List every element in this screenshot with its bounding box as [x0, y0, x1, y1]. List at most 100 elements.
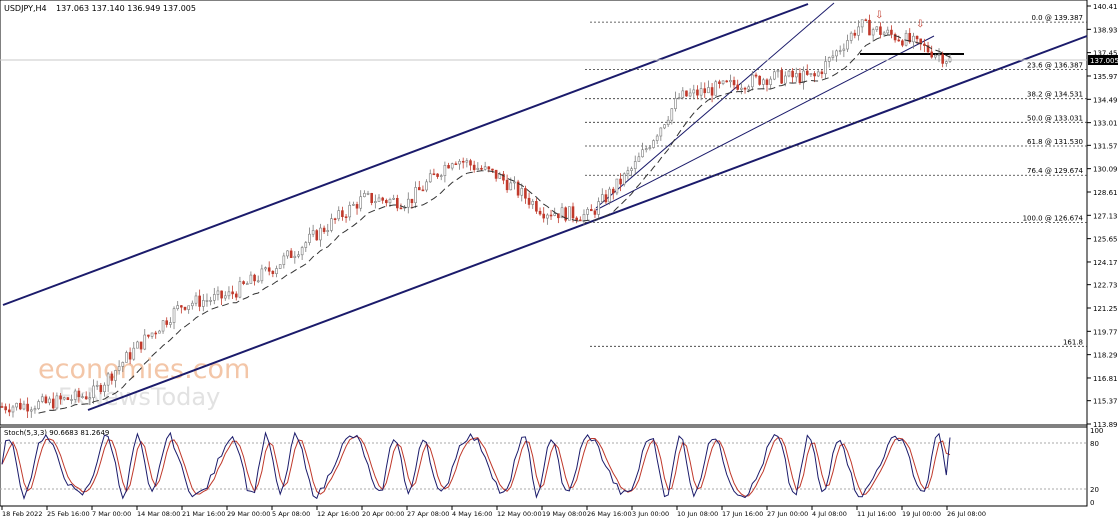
candle-body — [359, 196, 363, 209]
candle-body — [652, 140, 655, 148]
candle-body — [564, 207, 567, 221]
time-tick-label: 18 Feb 2022 — [2, 510, 42, 518]
candle-body — [901, 40, 904, 46]
candle-body — [904, 32, 908, 46]
candle-body — [348, 205, 352, 218]
candle-body — [428, 173, 432, 183]
candle-body — [458, 160, 461, 165]
candle-body — [718, 81, 721, 84]
candle-body — [747, 86, 750, 90]
candle-body — [15, 402, 18, 408]
candle-body — [410, 198, 414, 204]
candle-body — [4, 406, 7, 411]
time-tick-label: 19 May 08:00 — [542, 510, 587, 518]
candle-body — [934, 54, 937, 58]
candle-body — [849, 32, 853, 41]
time-axis: 18 Feb 2022 25 Feb 16:00 7 Mar 00:00 14 Mar… — [1, 506, 986, 518]
candle-body — [275, 268, 278, 274]
candle-body — [267, 267, 271, 272]
candle-body — [923, 43, 926, 46]
time-tick-label: 20 Apr 00:00 — [362, 510, 404, 518]
price-tick-label: 122.730 — [1093, 282, 1118, 290]
candle-body — [421, 189, 425, 192]
candle-body — [930, 51, 933, 58]
candle-body — [879, 26, 882, 35]
candle-body — [180, 305, 183, 308]
price-tick-label: 124.170 — [1093, 259, 1118, 267]
candle-body — [73, 390, 77, 400]
candle-body — [194, 295, 198, 304]
candle-body — [62, 397, 66, 400]
candle-body — [436, 173, 439, 177]
time-tick-label: 21 Mar 16:00 — [182, 510, 225, 518]
candle-body — [333, 218, 337, 221]
candle-body — [19, 402, 22, 410]
candle-body — [55, 395, 59, 409]
candle-body — [846, 40, 849, 50]
price-tick-label: 130.090 — [1093, 166, 1118, 174]
candle-body — [169, 322, 172, 325]
candle-body — [787, 70, 791, 77]
candle-body — [824, 61, 827, 75]
candle-body — [699, 88, 703, 96]
candle-body — [282, 255, 286, 265]
candle-body — [84, 396, 88, 400]
candle-body — [103, 384, 106, 393]
candle-body — [99, 384, 103, 393]
candle-body — [231, 291, 234, 295]
candle-body — [392, 197, 395, 200]
candle-body — [253, 274, 256, 282]
candle-body — [908, 32, 912, 43]
price-tick-label: 138.930 — [1093, 26, 1118, 34]
candle-body — [341, 210, 344, 218]
candle-body — [857, 26, 860, 36]
candle-body — [853, 32, 857, 36]
candle-body — [611, 188, 615, 194]
candle-body — [886, 29, 890, 34]
candle-body — [681, 90, 685, 98]
candle-body — [641, 149, 644, 158]
candle-body — [414, 187, 417, 204]
price-tick-label: 115.370 — [1093, 398, 1118, 406]
candle-body — [871, 29, 875, 36]
candle-body — [344, 216, 348, 219]
candle-body — [355, 204, 359, 209]
candle-body — [480, 167, 483, 170]
fib-label: 161.8 — [1063, 338, 1083, 346]
candle-body — [29, 409, 33, 412]
candle-body — [637, 156, 641, 162]
candle-body — [264, 267, 267, 270]
candle-body — [659, 127, 663, 137]
candle-body — [615, 178, 619, 194]
candle-body — [205, 300, 209, 302]
candle-body — [622, 173, 626, 185]
inner-channel-top — [595, 2, 835, 209]
candle-body — [374, 201, 377, 203]
candle-body — [88, 397, 92, 400]
candle-body — [568, 206, 571, 221]
candle-body — [256, 280, 260, 283]
symbol-label: USDJPY,H4 — [4, 4, 47, 13]
candle-body — [820, 71, 824, 75]
candle-body — [150, 332, 154, 337]
candle-body — [271, 270, 275, 274]
candle-body — [776, 70, 780, 73]
candle-body — [443, 165, 447, 176]
candle-body — [322, 227, 326, 232]
candle-body — [765, 79, 769, 85]
candle-body — [297, 254, 300, 257]
candle-body — [304, 242, 308, 248]
candle-body — [491, 168, 494, 171]
candle-body — [520, 188, 524, 196]
candle-body — [860, 19, 864, 28]
candle-body — [370, 192, 373, 203]
price-tick-label: 116.810 — [1093, 375, 1118, 383]
time-tick-label: 14 Mar 08:00 — [137, 510, 180, 518]
fib-label: 61.8 @ 131.530 — [1027, 138, 1083, 146]
candle-body — [692, 89, 696, 94]
candle-body — [337, 210, 341, 220]
candle-body — [278, 264, 282, 269]
candle-body — [509, 182, 513, 191]
fib-label: 50.0 @ 133.031 — [1027, 114, 1083, 122]
candle-body — [385, 200, 388, 204]
